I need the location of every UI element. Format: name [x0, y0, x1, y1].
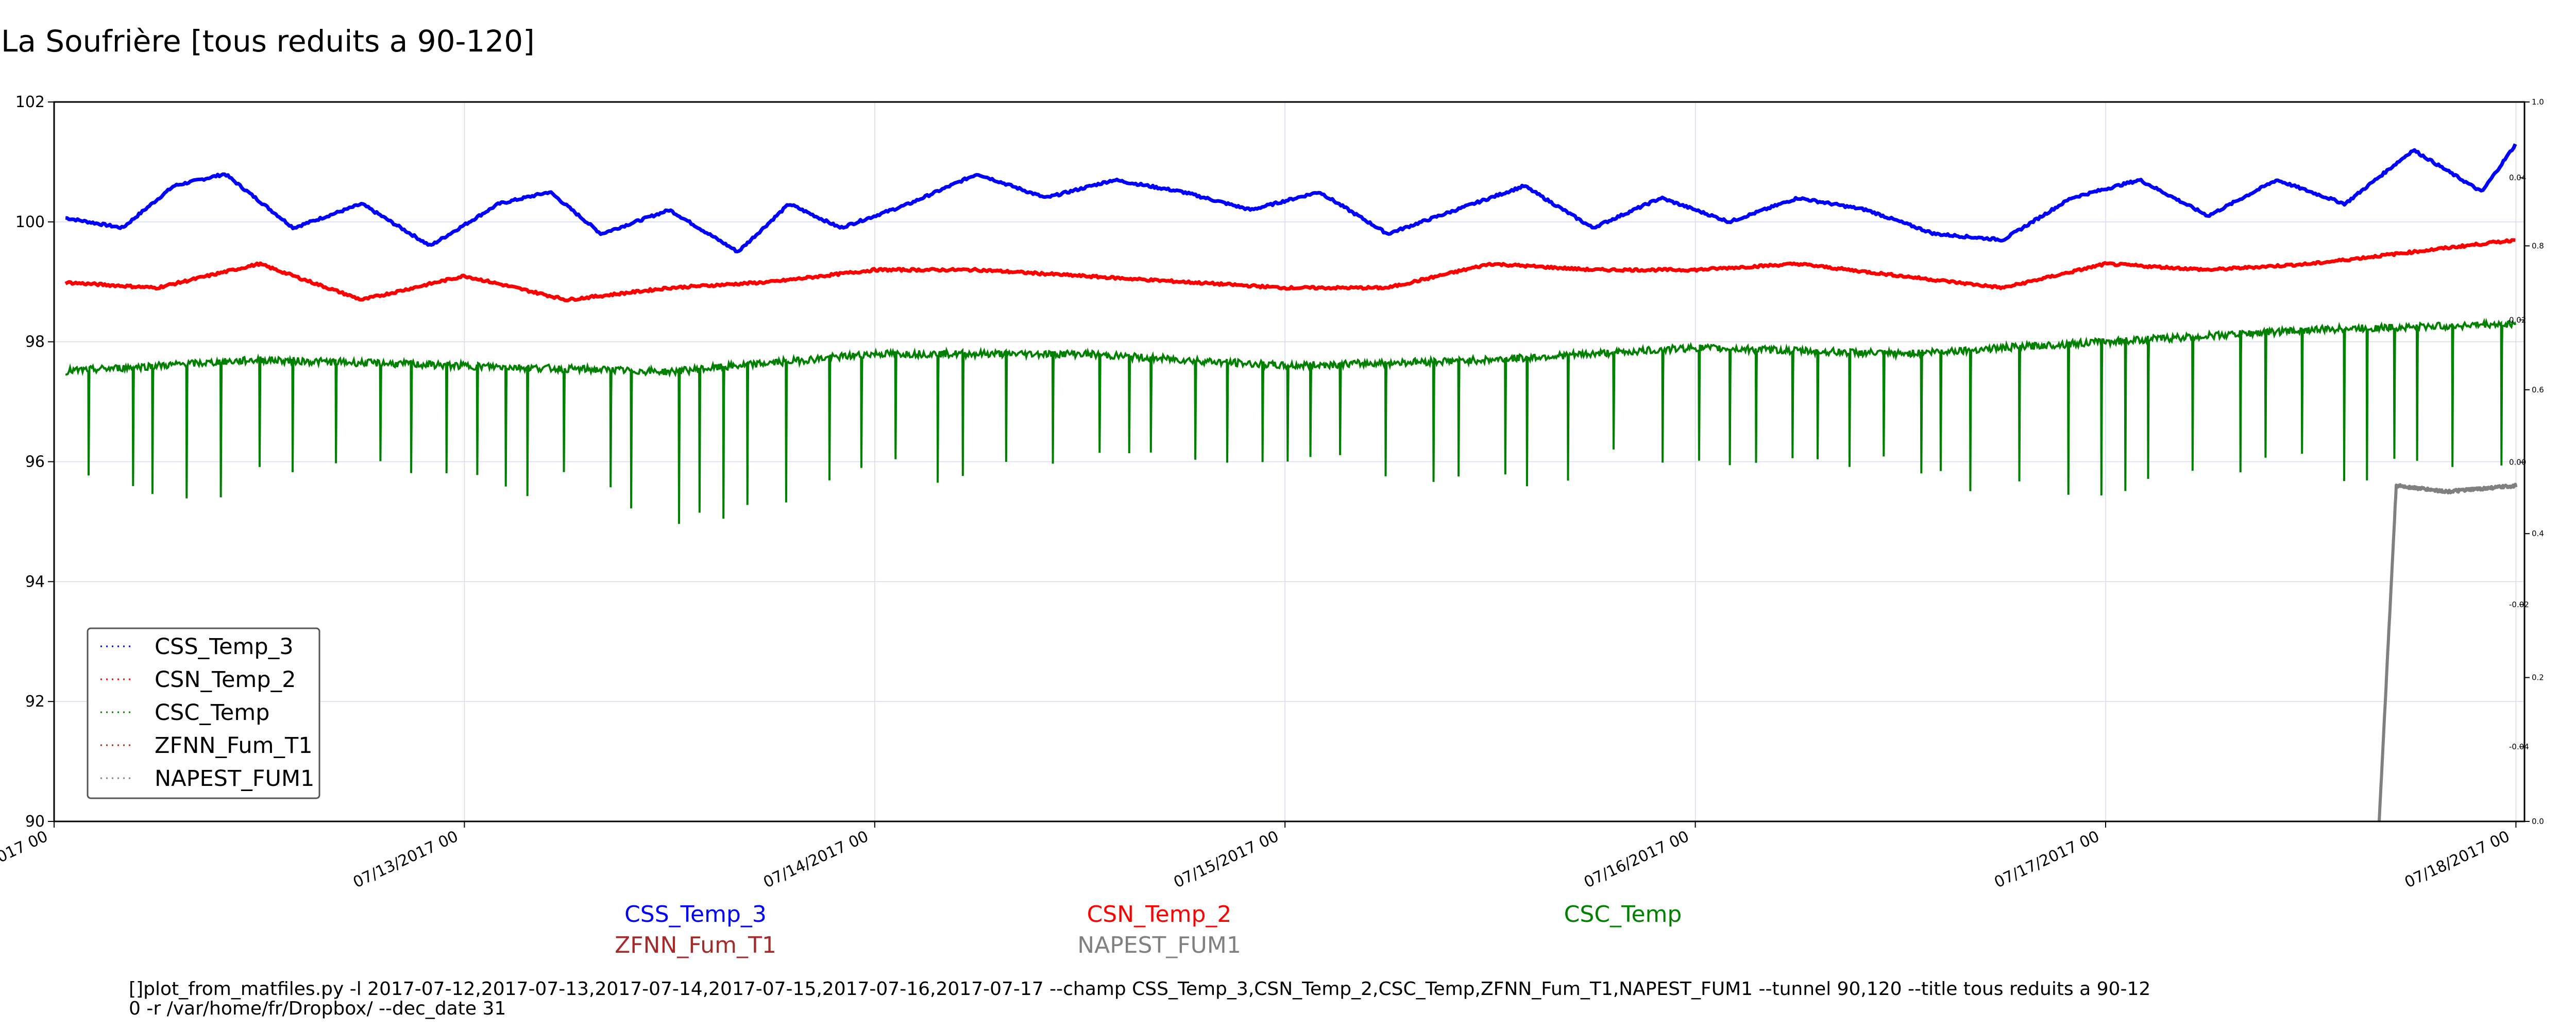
x-tick-label: 07/12/2017 00 — [0, 828, 50, 892]
command-line-1: []plot_from_matfiles.py -l 2017-07-12,20… — [129, 978, 2150, 1000]
right-inner-tick-label: -0.04 — [2509, 742, 2529, 751]
grid — [54, 102, 2524, 821]
legend: CSS_Temp_3 CSN_Temp_2 CSC_Temp ZFNN_Fum_T1 N… — [87, 627, 320, 799]
legend-label-zfnn-fum-t1: ZFNN_Fum_T1 — [155, 733, 313, 759]
legend-label-css-temp-3: CSS_Temp_3 — [155, 634, 294, 660]
axes: 90 92 94 96 98 100 102 07/12/2017 00 07/13/2017 … — [0, 93, 2544, 891]
series-captions: CSS_Temp_3 CSN_Temp_2 CSC_Temp ZFNN_Fum_… — [615, 901, 1682, 958]
x-tick-label: 07/13/2017 00 — [350, 828, 461, 892]
right-tick-label: 0.0 — [2532, 817, 2544, 826]
right-inner-tick-label: 0.00 — [2509, 458, 2526, 467]
right-tick-label: 0.4 — [2532, 529, 2544, 538]
caption-csn-temp-2: CSN_Temp_2 — [1087, 901, 1232, 928]
x-tick-label: 07/15/2017 00 — [1171, 828, 1282, 892]
series-line-csc-temp — [65, 317, 2517, 524]
right-tick-label: 0.2 — [2532, 673, 2544, 682]
x-tick-label: 07/18/2017 00 — [2402, 828, 2513, 892]
plot-area-series — [64, 143, 2518, 822]
x-tick-label: 07/17/2017 00 — [1992, 828, 2103, 892]
caption-zfnn-fum-t1: ZFNN_Fum_T1 — [615, 932, 776, 958]
command-line-2: 0 -r /var/home/fr/Dropbox/ --dec_date 31 — [129, 998, 506, 1019]
chart-title: La Soufrière [tous reduits a 90-120] — [1, 24, 535, 59]
y-tick-label: 92 — [25, 693, 45, 711]
x-tick-label: 07/14/2017 00 — [760, 828, 871, 892]
legend-box — [87, 627, 320, 799]
right-tick-label: 0.8 — [2532, 241, 2544, 250]
right-tick-label: 0.6 — [2532, 385, 2544, 394]
x-tick-label: 07/16/2017 00 — [1581, 828, 1692, 892]
y-tick-label: 94 — [25, 573, 45, 591]
y-tick-label: 100 — [15, 213, 45, 231]
y-tick-label: 96 — [25, 453, 45, 471]
legend-label-csn-temp-2: CSN_Temp_2 — [155, 667, 296, 693]
y-tick-label: 102 — [15, 93, 45, 111]
caption-css-temp-3: CSS_Temp_3 — [624, 901, 767, 928]
series-line-napest-fum1 — [2377, 483, 2518, 822]
legend-label-csc-temp: CSC_Temp — [155, 700, 269, 726]
series-line-css-temp-3 — [65, 143, 2517, 253]
right-inner-tick-label: -0.02 — [2509, 600, 2529, 609]
series-line-csn-temp-2 — [64, 238, 2516, 302]
legend-label-napest-fum1: NAPEST_FUM1 — [155, 766, 314, 792]
caption-napest-fum1: NAPEST_FUM1 — [1077, 932, 1241, 958]
caption-csc-temp: CSC_Temp — [1564, 901, 1682, 928]
right-tick-label: 1.0 — [2532, 97, 2544, 107]
y-tick-label: 98 — [25, 333, 45, 351]
right-inner-tick-label: 0.02 — [2509, 315, 2526, 324]
right-inner-tick-label: 0.04 — [2509, 173, 2526, 182]
y-tick-label: 90 — [25, 813, 45, 831]
